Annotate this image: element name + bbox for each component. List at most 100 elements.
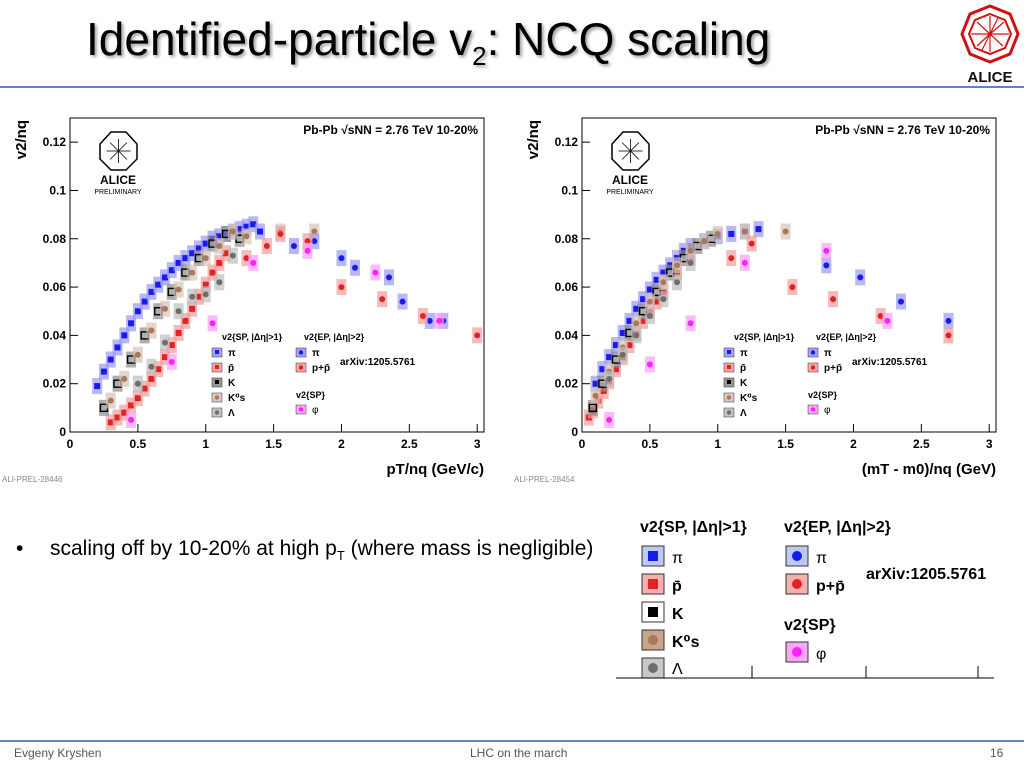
logo-spoke	[118, 142, 128, 152]
data-point	[588, 403, 598, 413]
data-point	[175, 286, 182, 293]
alice-preliminary-logo: ALICE PRELIMINARY	[94, 131, 142, 196]
data-point	[155, 281, 162, 288]
legend-label-pbar: p̄	[672, 578, 682, 595]
syst-box	[692, 238, 703, 255]
legend-item-ppbar-ep: p+p̄	[785, 573, 845, 595]
syst-box	[193, 250, 204, 267]
title-rest: : NCQ scaling	[486, 13, 771, 65]
data-point	[606, 416, 613, 423]
data-point	[114, 344, 121, 351]
data-point	[195, 293, 202, 300]
y-tick-label: 0.12	[555, 135, 579, 149]
small-legend: v2{SP, |Δη|>1} v2{EP, |Δη|>2} π p̄ K K⁰s Λπ p+p…	[723, 332, 928, 419]
logo-spoke	[630, 142, 640, 152]
data-point	[141, 298, 148, 305]
data-point	[612, 366, 619, 373]
logo-spoke	[109, 142, 119, 152]
data-point	[653, 298, 660, 305]
data-point	[162, 274, 169, 281]
data-point	[612, 342, 619, 349]
small-legend-label: p̄	[228, 363, 234, 374]
legend-col2b-title: v2{SP}	[784, 617, 836, 634]
y-tick-label: 0.1	[49, 183, 66, 197]
syst-box	[139, 327, 150, 344]
data-point	[155, 366, 162, 373]
small-legend-marker	[727, 365, 731, 369]
data-point	[748, 240, 755, 247]
data-point	[128, 416, 135, 423]
data-point	[148, 363, 155, 370]
small-legend-label: φ	[312, 405, 319, 416]
legend-item-pi-sp: π	[641, 545, 683, 567]
small-legend-arxiv: arXiv:1205.5761	[340, 357, 416, 368]
slide-title: Identified-particle v2: NCQ scaling	[86, 12, 770, 72]
small-legend-col1-title: v2{SP, |Δη|>1}	[222, 332, 283, 342]
data-point	[148, 375, 155, 382]
plot-frame	[581, 117, 997, 433]
footer-page-number: 16	[990, 746, 1004, 760]
data-point	[646, 298, 653, 305]
data-point	[945, 332, 952, 339]
data-point	[216, 233, 223, 240]
small-legend-label: K	[228, 378, 236, 389]
legend-col1-title: v2{SP, |Δη|>1}	[640, 519, 747, 536]
alice-preliminary-logo: ALICE PRELIMINARY	[606, 131, 654, 196]
small-legend-col2b-title: v2{SP}	[808, 390, 838, 400]
data-point	[263, 243, 270, 250]
data-point	[338, 284, 345, 291]
syst-box	[705, 230, 716, 247]
small-legend-label: p+p̄	[312, 363, 330, 374]
data-point	[121, 332, 128, 339]
small-legend-label: p+p̄	[824, 363, 842, 374]
data-point	[728, 255, 735, 262]
data-point	[168, 358, 175, 365]
legend-item-phi-sp: φ	[785, 641, 826, 663]
legend-label-ppbar: p+p̄	[816, 578, 845, 595]
legend-axis-ticks	[751, 666, 979, 678]
syst-box	[207, 235, 218, 252]
data-point	[162, 339, 169, 346]
data-point	[660, 296, 667, 303]
x-tick-label: 0	[67, 437, 74, 451]
bullet-text: scaling off by 10-20% at high pT (where …	[50, 534, 610, 571]
data-point	[107, 356, 114, 363]
y-tick-label: 0.04	[43, 328, 67, 342]
data-point	[216, 279, 223, 286]
small-legend-label: Λ	[740, 408, 747, 419]
data-point	[223, 250, 230, 257]
data-point	[189, 250, 196, 257]
legend-enlarged: v2{SP, |Δη|>1} v2{EP, |Δη|>2} π p̄ K K⁰s…	[616, 519, 994, 679]
legend-item-k-sp: K	[641, 601, 684, 623]
data-point	[857, 274, 864, 281]
series-k0s-sp	[105, 223, 320, 409]
series-p-p-ep	[241, 225, 483, 344]
y-tick-label: 0.12	[43, 135, 67, 149]
legend-label-lambda: Λ	[672, 661, 683, 678]
y-tick-label: 0.06	[43, 280, 67, 294]
small-legend-marker	[726, 410, 732, 415]
alice-logo-emblem	[960, 4, 1020, 64]
footer-event: LHC on the march	[470, 746, 568, 760]
data-point	[640, 317, 647, 324]
data-point	[592, 380, 599, 387]
legend-item-lambda-sp: Λ	[641, 657, 683, 679]
series--sp	[604, 254, 696, 387]
data-point	[141, 385, 148, 392]
x-tick-label: 1	[202, 437, 209, 451]
y-tick-label: 0.08	[43, 232, 67, 246]
data-point	[741, 228, 748, 235]
data-point	[633, 332, 640, 339]
small-legend-marker	[726, 395, 732, 400]
data-point	[134, 395, 141, 402]
bullet-text-rest: (where mass is negligible)	[344, 537, 594, 560]
small-legend-label: φ	[824, 405, 831, 416]
data-point	[426, 317, 433, 324]
data-point	[202, 281, 209, 288]
logo-spoke	[630, 150, 640, 160]
legend-item-pi-ep: π	[785, 545, 827, 567]
legend-label-k: K	[672, 606, 684, 623]
data-point	[216, 243, 223, 250]
small-legend-marker	[298, 407, 304, 412]
small-legend-col2b-title: v2{SP}	[296, 390, 326, 400]
